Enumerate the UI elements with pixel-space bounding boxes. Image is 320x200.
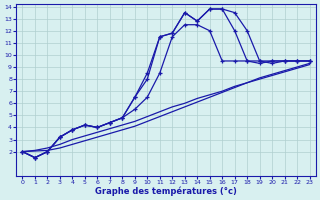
X-axis label: Graphe des températures (°c): Graphe des températures (°c): [95, 186, 237, 196]
